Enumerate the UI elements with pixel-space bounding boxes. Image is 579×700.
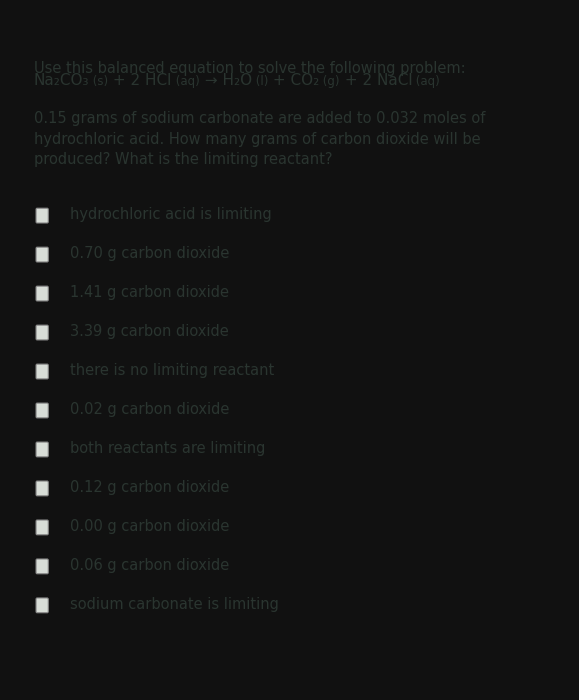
Text: + CO₂: + CO₂ [268, 73, 319, 88]
Text: Use this balanced equation to solve the following problem:: Use this balanced equation to solve the … [34, 61, 466, 76]
FancyBboxPatch shape [36, 442, 48, 457]
Text: (s): (s) [89, 75, 108, 88]
FancyBboxPatch shape [36, 403, 48, 418]
Text: → H₂O: → H₂O [200, 73, 252, 88]
Text: there is no limiting reactant: there is no limiting reactant [70, 363, 274, 378]
Text: 1.41 g carbon dioxide: 1.41 g carbon dioxide [70, 286, 229, 300]
FancyBboxPatch shape [36, 247, 48, 262]
Text: 0.00 g carbon dioxide: 0.00 g carbon dioxide [70, 519, 229, 534]
Text: (g): (g) [319, 75, 340, 88]
FancyBboxPatch shape [36, 598, 48, 612]
FancyBboxPatch shape [36, 286, 48, 301]
Text: (l): (l) [252, 75, 268, 88]
Text: 0.12 g carbon dioxide: 0.12 g carbon dioxide [70, 480, 229, 496]
FancyBboxPatch shape [36, 559, 48, 574]
Text: 3.39 g carbon dioxide: 3.39 g carbon dioxide [70, 324, 229, 340]
Text: 0.02 g carbon dioxide: 0.02 g carbon dioxide [70, 402, 229, 417]
Text: 0.15 grams of sodium carbonate are added to 0.032 moles of
hydrochloric acid. Ho: 0.15 grams of sodium carbonate are added… [34, 111, 485, 167]
FancyBboxPatch shape [36, 364, 48, 379]
Text: (aq): (aq) [172, 75, 200, 88]
Text: + 2 NaCl: + 2 NaCl [340, 73, 412, 88]
FancyBboxPatch shape [36, 208, 48, 223]
Text: 0.06 g carbon dioxide: 0.06 g carbon dioxide [70, 558, 229, 573]
Text: sodium carbonate is limiting: sodium carbonate is limiting [70, 597, 279, 612]
FancyBboxPatch shape [36, 520, 48, 535]
Text: 0.70 g carbon dioxide: 0.70 g carbon dioxide [70, 246, 229, 261]
Text: both reactants are limiting: both reactants are limiting [70, 441, 265, 456]
Text: Na₂CO₃: Na₂CO₃ [34, 73, 89, 88]
FancyBboxPatch shape [36, 325, 48, 340]
Text: hydrochloric acid is limiting: hydrochloric acid is limiting [70, 207, 272, 223]
Text: + 2 HCl: + 2 HCl [108, 73, 172, 88]
Text: (aq): (aq) [412, 75, 440, 88]
FancyBboxPatch shape [36, 481, 48, 496]
